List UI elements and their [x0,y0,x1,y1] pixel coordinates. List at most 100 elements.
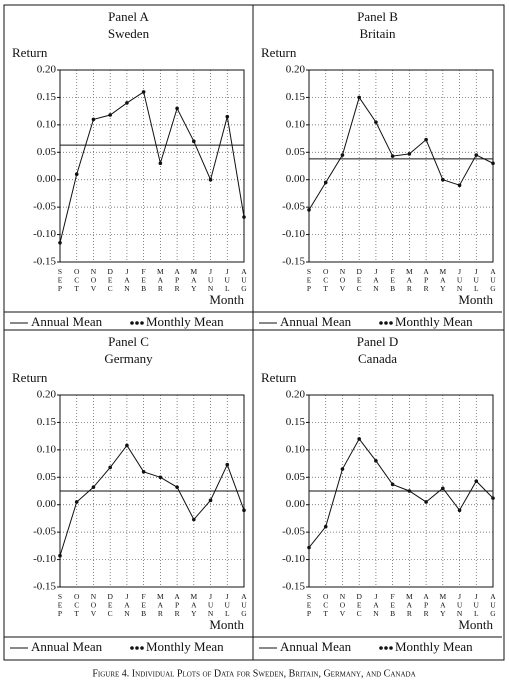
monthly-mean-point [441,177,445,182]
legend-annual-label: Annual Mean [31,314,103,329]
y-tick-label: 0.00 [37,173,57,185]
legend-monthly-label: Monthly Mean [395,314,473,329]
panel-subtitle: Canada [358,351,397,366]
y-tick-label: -0.05 [33,201,56,213]
y-tick-label: 0.20 [286,64,306,76]
monthly-mean-point [208,177,213,182]
x-axis-label: Month [209,617,244,632]
monthly-mean-point [424,137,428,142]
legend-monthly-symbol [130,321,134,325]
y-tick-label: 0.05 [37,471,57,483]
monthly-mean-line [59,91,245,243]
monthly-mean-point [225,462,230,467]
monthly-mean-point [374,120,378,124]
monthly-mean-point [158,161,163,166]
y-tick-label: 0.05 [286,471,306,483]
y-tick-label: 0.00 [286,498,306,510]
monthly-mean-point [108,113,112,117]
y-tick-label: 0.00 [37,498,57,510]
monthly-mean-point [457,183,462,187]
y-tick-label: -0.05 [282,201,305,213]
legend-monthly-symbol [379,646,383,650]
y-tick-label: -0.05 [282,526,305,538]
legend-monthly-symbol [389,321,393,325]
monthly-mean-point [357,437,361,441]
legend-monthly-symbol [140,321,144,325]
panel-title: Panel C [108,334,149,349]
monthly-mean-point [175,106,179,111]
monthly-mean-point [491,161,495,166]
monthly-mean-point [357,95,361,100]
y-tick-label: -0.10 [33,228,56,240]
monthly-mean-point [307,545,311,550]
monthly-mean-line [59,444,245,556]
panel-subtitle: Britain [359,26,396,41]
monthly-mean-point [158,475,163,480]
panel-title: Panel A [108,9,149,24]
legend-monthly-label: Monthly Mean [146,639,224,654]
legend-monthly-symbol [379,321,383,325]
legend-annual-label: Annual Mean [31,639,103,654]
legend-monthly-symbol [135,321,139,325]
y-tick-label: 0.15 [37,91,57,103]
monthly-mean-line [308,437,494,548]
monthly-mean-point [74,500,79,504]
legend-monthly-symbol [130,646,134,650]
legend-monthly-symbol [135,646,139,650]
monthly-mean-point [407,152,412,156]
monthly-mean-point [390,482,395,487]
y-tick-label: 0.10 [286,443,306,455]
panel-subtitle: Germany [104,351,153,366]
y-tick-label: 0.15 [37,416,57,428]
monthly-mean-point [390,154,395,158]
y-tick-label: -0.15 [282,581,305,593]
monthly-mean-point [58,241,62,245]
plot-frame [59,69,245,263]
monthly-mean-point [457,508,462,512]
monthly-mean-point [340,467,345,471]
y-axis-label: Return [12,370,48,385]
y-tick-label: 0.00 [286,173,306,185]
y-tick-label: 0.05 [37,146,57,158]
caption: Figure 4. Individual Plots of Data for S… [92,668,415,679]
monthly-mean-line [308,96,494,211]
monthly-mean-point [474,479,479,483]
legend-annual-label: Annual Mean [280,639,352,654]
y-tick-label: -0.15 [282,256,305,268]
monthly-mean-point [225,114,230,119]
y-tick-label: -0.10 [282,553,305,565]
outer-frame [3,4,505,661]
monthly-mean-point [175,485,179,489]
x-axis-label: Month [458,617,493,632]
panel-title: Panel B [357,9,398,24]
legend-monthly-label: Monthly Mean [146,314,224,329]
